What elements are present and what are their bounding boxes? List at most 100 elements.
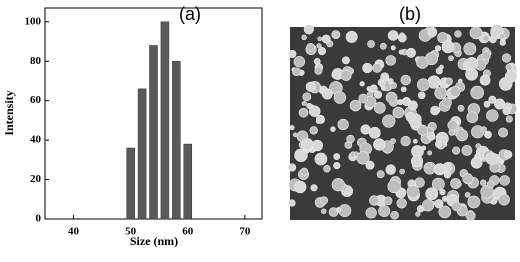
particle [376, 170, 385, 179]
particle [486, 109, 499, 122]
particle [470, 156, 483, 169]
particle [359, 81, 365, 87]
particle [301, 138, 314, 151]
particle [407, 100, 418, 111]
particle [316, 43, 322, 49]
particle [314, 66, 323, 75]
particle [463, 42, 477, 56]
particle [452, 146, 461, 155]
particle [499, 33, 506, 40]
bar [137, 88, 147, 220]
particle [298, 107, 309, 118]
particle [319, 196, 329, 205]
particle [369, 195, 380, 206]
particle [406, 47, 416, 58]
particle [475, 152, 481, 158]
bar [126, 147, 135, 220]
bar [149, 45, 158, 220]
particle [340, 69, 352, 81]
particle [378, 205, 391, 218]
particle [287, 163, 297, 172]
particle [425, 162, 432, 169]
particle [373, 138, 386, 151]
particle [302, 92, 312, 102]
particle [443, 171, 452, 179]
particle [309, 126, 318, 135]
particle [448, 55, 454, 62]
particle [405, 111, 416, 122]
particle [372, 63, 383, 73]
particle [499, 39, 506, 46]
particle [449, 86, 461, 97]
particle [461, 145, 473, 156]
particle [406, 185, 420, 199]
particle [385, 164, 396, 175]
bar [172, 60, 181, 220]
particle [331, 70, 341, 80]
particle [484, 131, 491, 138]
particle [301, 100, 307, 106]
particle [433, 163, 446, 176]
particle [333, 32, 340, 39]
particle [368, 126, 381, 139]
particle [416, 78, 430, 92]
particle [488, 95, 497, 104]
particle [333, 162, 341, 170]
x-tick-label: 50 [125, 226, 137, 238]
particle [441, 40, 455, 54]
particle [398, 49, 404, 55]
particle [292, 132, 298, 138]
particle [483, 100, 491, 108]
particle [451, 201, 462, 212]
particle [288, 199, 296, 207]
particle [294, 148, 308, 162]
particle [341, 56, 350, 65]
particle [437, 32, 449, 44]
particle [400, 86, 407, 93]
particle [399, 168, 405, 175]
particle [416, 56, 429, 69]
bar [160, 21, 170, 220]
particle [314, 152, 328, 166]
particle [434, 86, 447, 100]
particle [366, 86, 372, 92]
particle [445, 77, 453, 86]
particle [412, 138, 418, 144]
particle [373, 90, 383, 99]
particle [467, 195, 481, 209]
particle [505, 115, 513, 123]
particle [387, 179, 401, 194]
particle [502, 106, 511, 116]
particle [310, 184, 318, 192]
particle [397, 33, 407, 43]
particle [387, 30, 399, 41]
particle [414, 177, 425, 188]
particle [321, 34, 331, 44]
particle [480, 126, 487, 133]
particle [486, 180, 495, 189]
particle [434, 45, 442, 52]
particle [331, 178, 345, 192]
particle [321, 208, 327, 214]
particle [400, 135, 411, 147]
x-tick-label: 60 [182, 226, 194, 238]
particle [501, 53, 512, 63]
particle [422, 199, 435, 212]
particle [396, 198, 407, 209]
particle [365, 207, 377, 219]
particle [315, 114, 326, 125]
particle [427, 27, 438, 37]
particle [337, 118, 349, 131]
particle [362, 62, 373, 74]
particle [462, 173, 474, 185]
particle [469, 26, 483, 40]
particle [346, 134, 355, 144]
y-tick-label: 60 [30, 94, 42, 106]
particle [345, 30, 358, 43]
particle [498, 193, 510, 206]
particle [456, 129, 469, 142]
particle [390, 45, 396, 51]
particle [381, 86, 386, 91]
particle [427, 75, 441, 89]
